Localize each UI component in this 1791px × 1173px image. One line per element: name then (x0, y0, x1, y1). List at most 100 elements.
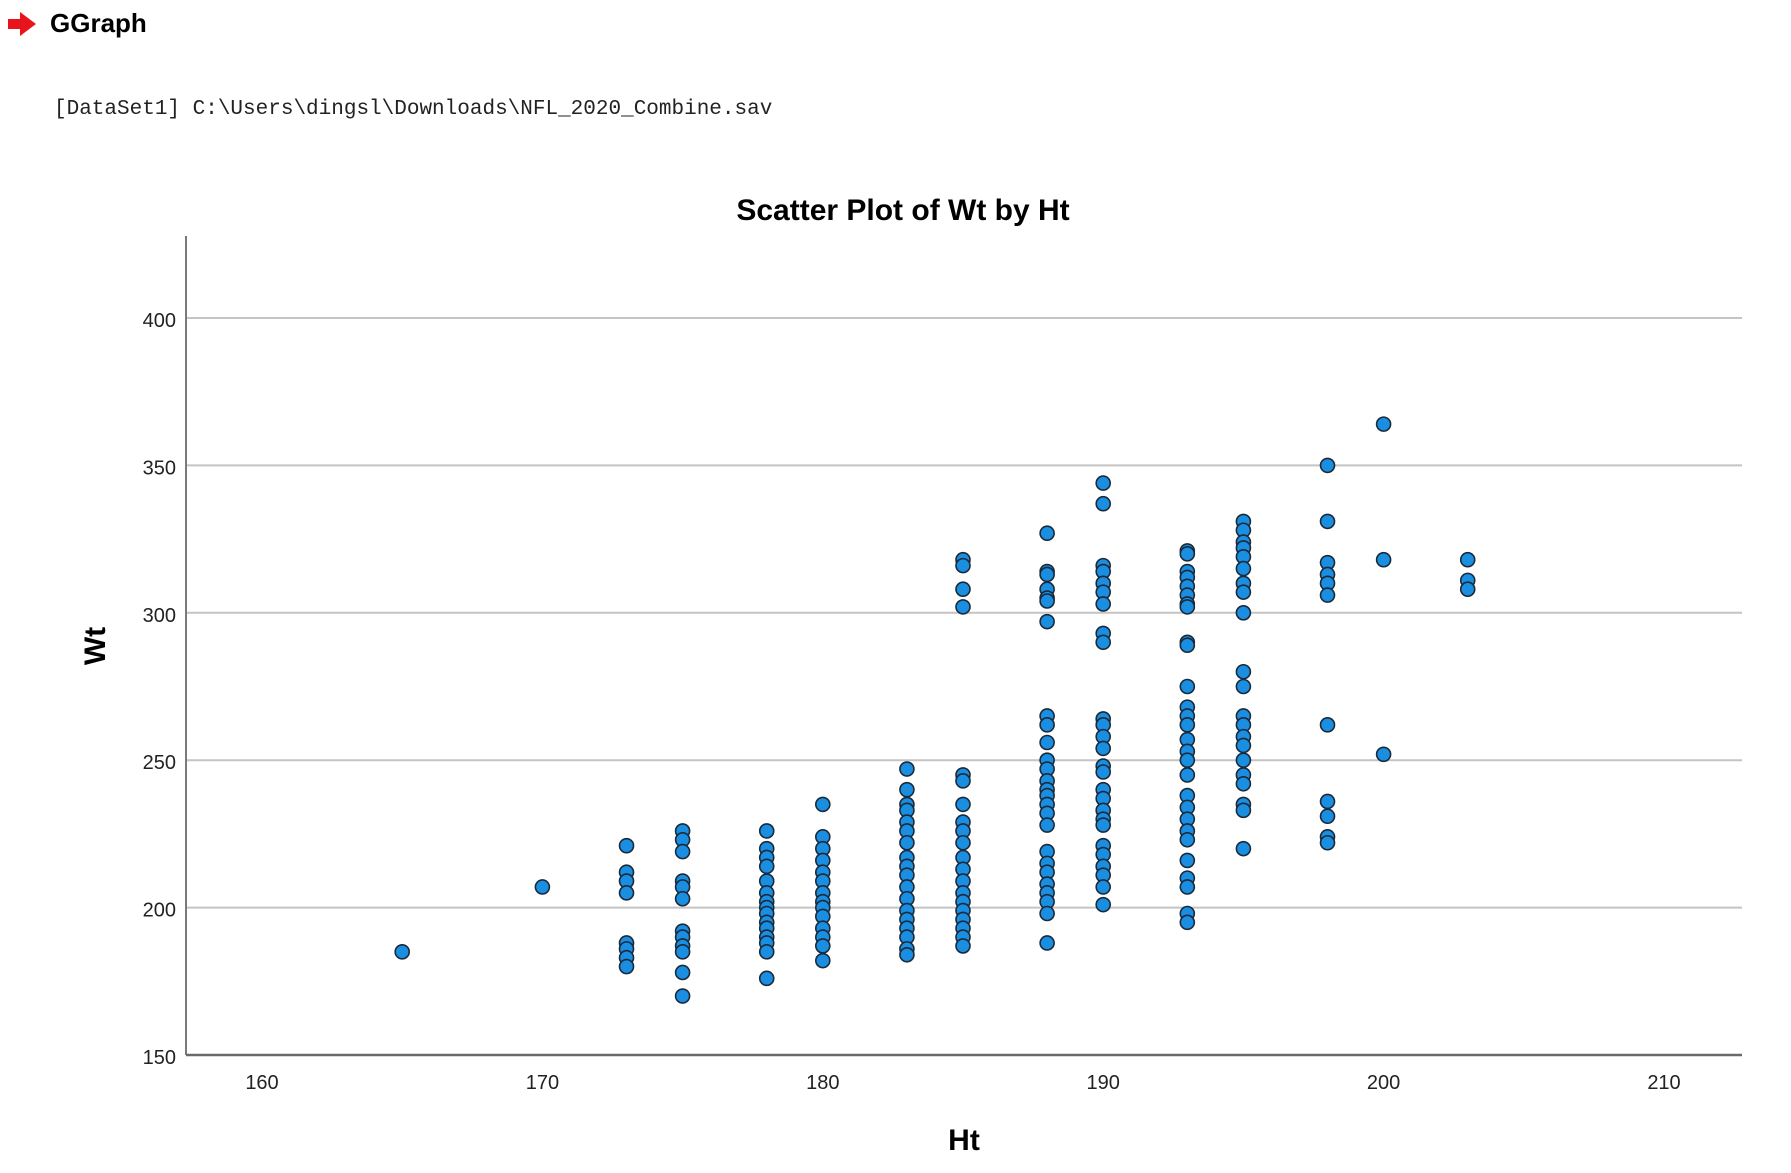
data-point (1095, 634, 1111, 651)
data-point (899, 834, 915, 851)
data-point (534, 879, 551, 895)
data-point (1039, 935, 1055, 951)
data-point (955, 557, 971, 574)
output-header: GGraph (8, 8, 147, 39)
data-point (1095, 879, 1111, 895)
data-point (1039, 566, 1055, 583)
data-point (955, 834, 971, 851)
data-point (1179, 879, 1196, 895)
data-point (1179, 831, 1196, 848)
y-tick-labels: 150 200 250 300 350 400 (143, 310, 176, 1069)
data-point (1235, 560, 1252, 577)
output-title: GGraph (50, 8, 147, 38)
data-point (674, 988, 691, 1004)
data-point (674, 944, 691, 960)
red-arrow-right-icon (8, 11, 36, 36)
data-point (899, 946, 915, 963)
data-point (1235, 678, 1252, 695)
data-point (1235, 840, 1252, 857)
data-point (1095, 495, 1111, 512)
x-axis-label: Ht (948, 1124, 980, 1157)
data-point (394, 944, 411, 960)
y-tick-label: 250 (143, 752, 176, 774)
data-point (1235, 663, 1252, 680)
x-tick-label: 210 (1647, 1072, 1680, 1094)
data-point (1375, 551, 1392, 568)
data-point (1039, 717, 1055, 733)
x-tick-label: 200 (1367, 1072, 1400, 1094)
data-point (1179, 637, 1196, 654)
y-tick-label: 200 (143, 900, 176, 922)
data-point (1319, 717, 1336, 733)
y-tick-label: 150 (143, 1047, 176, 1069)
data-point (674, 964, 691, 981)
y-tick-label: 300 (143, 605, 176, 627)
data-point (1235, 584, 1252, 600)
chart-title: Scatter Plot of Wt by Ht (736, 194, 1069, 227)
data-point (618, 885, 635, 901)
data-point (1235, 752, 1252, 769)
data-point (814, 796, 831, 813)
dataset-path: [DataSet1] C:\Users\dingsl\Downloads\NFL… (54, 98, 773, 121)
data-point (1179, 752, 1196, 769)
data-point (674, 890, 691, 907)
data-point (1235, 604, 1252, 621)
data-point (1319, 457, 1336, 474)
data-point (1179, 546, 1196, 562)
data-point (618, 958, 635, 975)
x-tick-label: 160 (245, 1072, 278, 1094)
data-point (1179, 599, 1196, 615)
data-point (758, 858, 775, 875)
data-point (899, 761, 915, 777)
data-point (674, 843, 691, 860)
x-tick-label: 170 (526, 1072, 559, 1094)
data-point (1095, 817, 1111, 833)
data-point (758, 970, 775, 987)
data-point (1319, 808, 1336, 825)
y-axis-label: Wt (79, 627, 112, 665)
data-point (1375, 416, 1392, 432)
data-point (1179, 852, 1196, 869)
y-tick-label: 350 (143, 457, 176, 479)
data-point (1095, 764, 1111, 780)
data-point (1235, 775, 1252, 792)
data-point (1319, 513, 1336, 530)
data-point (1039, 734, 1055, 751)
data-point (1095, 475, 1111, 491)
data-point (1179, 717, 1196, 733)
data-point (1179, 767, 1196, 783)
data-point (814, 938, 831, 954)
data-point (899, 781, 915, 798)
data-point (955, 773, 971, 789)
data-point (955, 938, 971, 954)
data-point (1039, 905, 1055, 922)
data-point (618, 837, 635, 854)
y-tick-label: 400 (143, 310, 176, 332)
x-tick-labels: 160 170 180 190 200 210 (245, 1072, 1680, 1094)
x-tick-label: 190 (1087, 1072, 1120, 1094)
data-point (1095, 596, 1111, 612)
data-point (1319, 834, 1336, 851)
data-point (955, 796, 971, 813)
data-point (955, 581, 971, 598)
data-point (1039, 817, 1055, 833)
data-point (1095, 896, 1111, 913)
x-tick-label: 180 (806, 1072, 839, 1094)
data-point (1039, 613, 1055, 630)
data-point (1179, 678, 1196, 695)
data-point (1319, 587, 1336, 603)
data-point (1235, 802, 1252, 819)
data-point (1459, 551, 1476, 568)
data-point (1235, 737, 1252, 754)
data-point (1039, 593, 1055, 609)
data-point (1039, 525, 1055, 542)
data-point (758, 823, 775, 839)
data-point (814, 952, 831, 969)
data-point (1459, 581, 1476, 598)
data-point (1319, 793, 1336, 810)
data-points (394, 416, 1476, 1004)
data-point (955, 599, 971, 615)
data-point (758, 944, 775, 960)
data-point (1375, 746, 1392, 763)
